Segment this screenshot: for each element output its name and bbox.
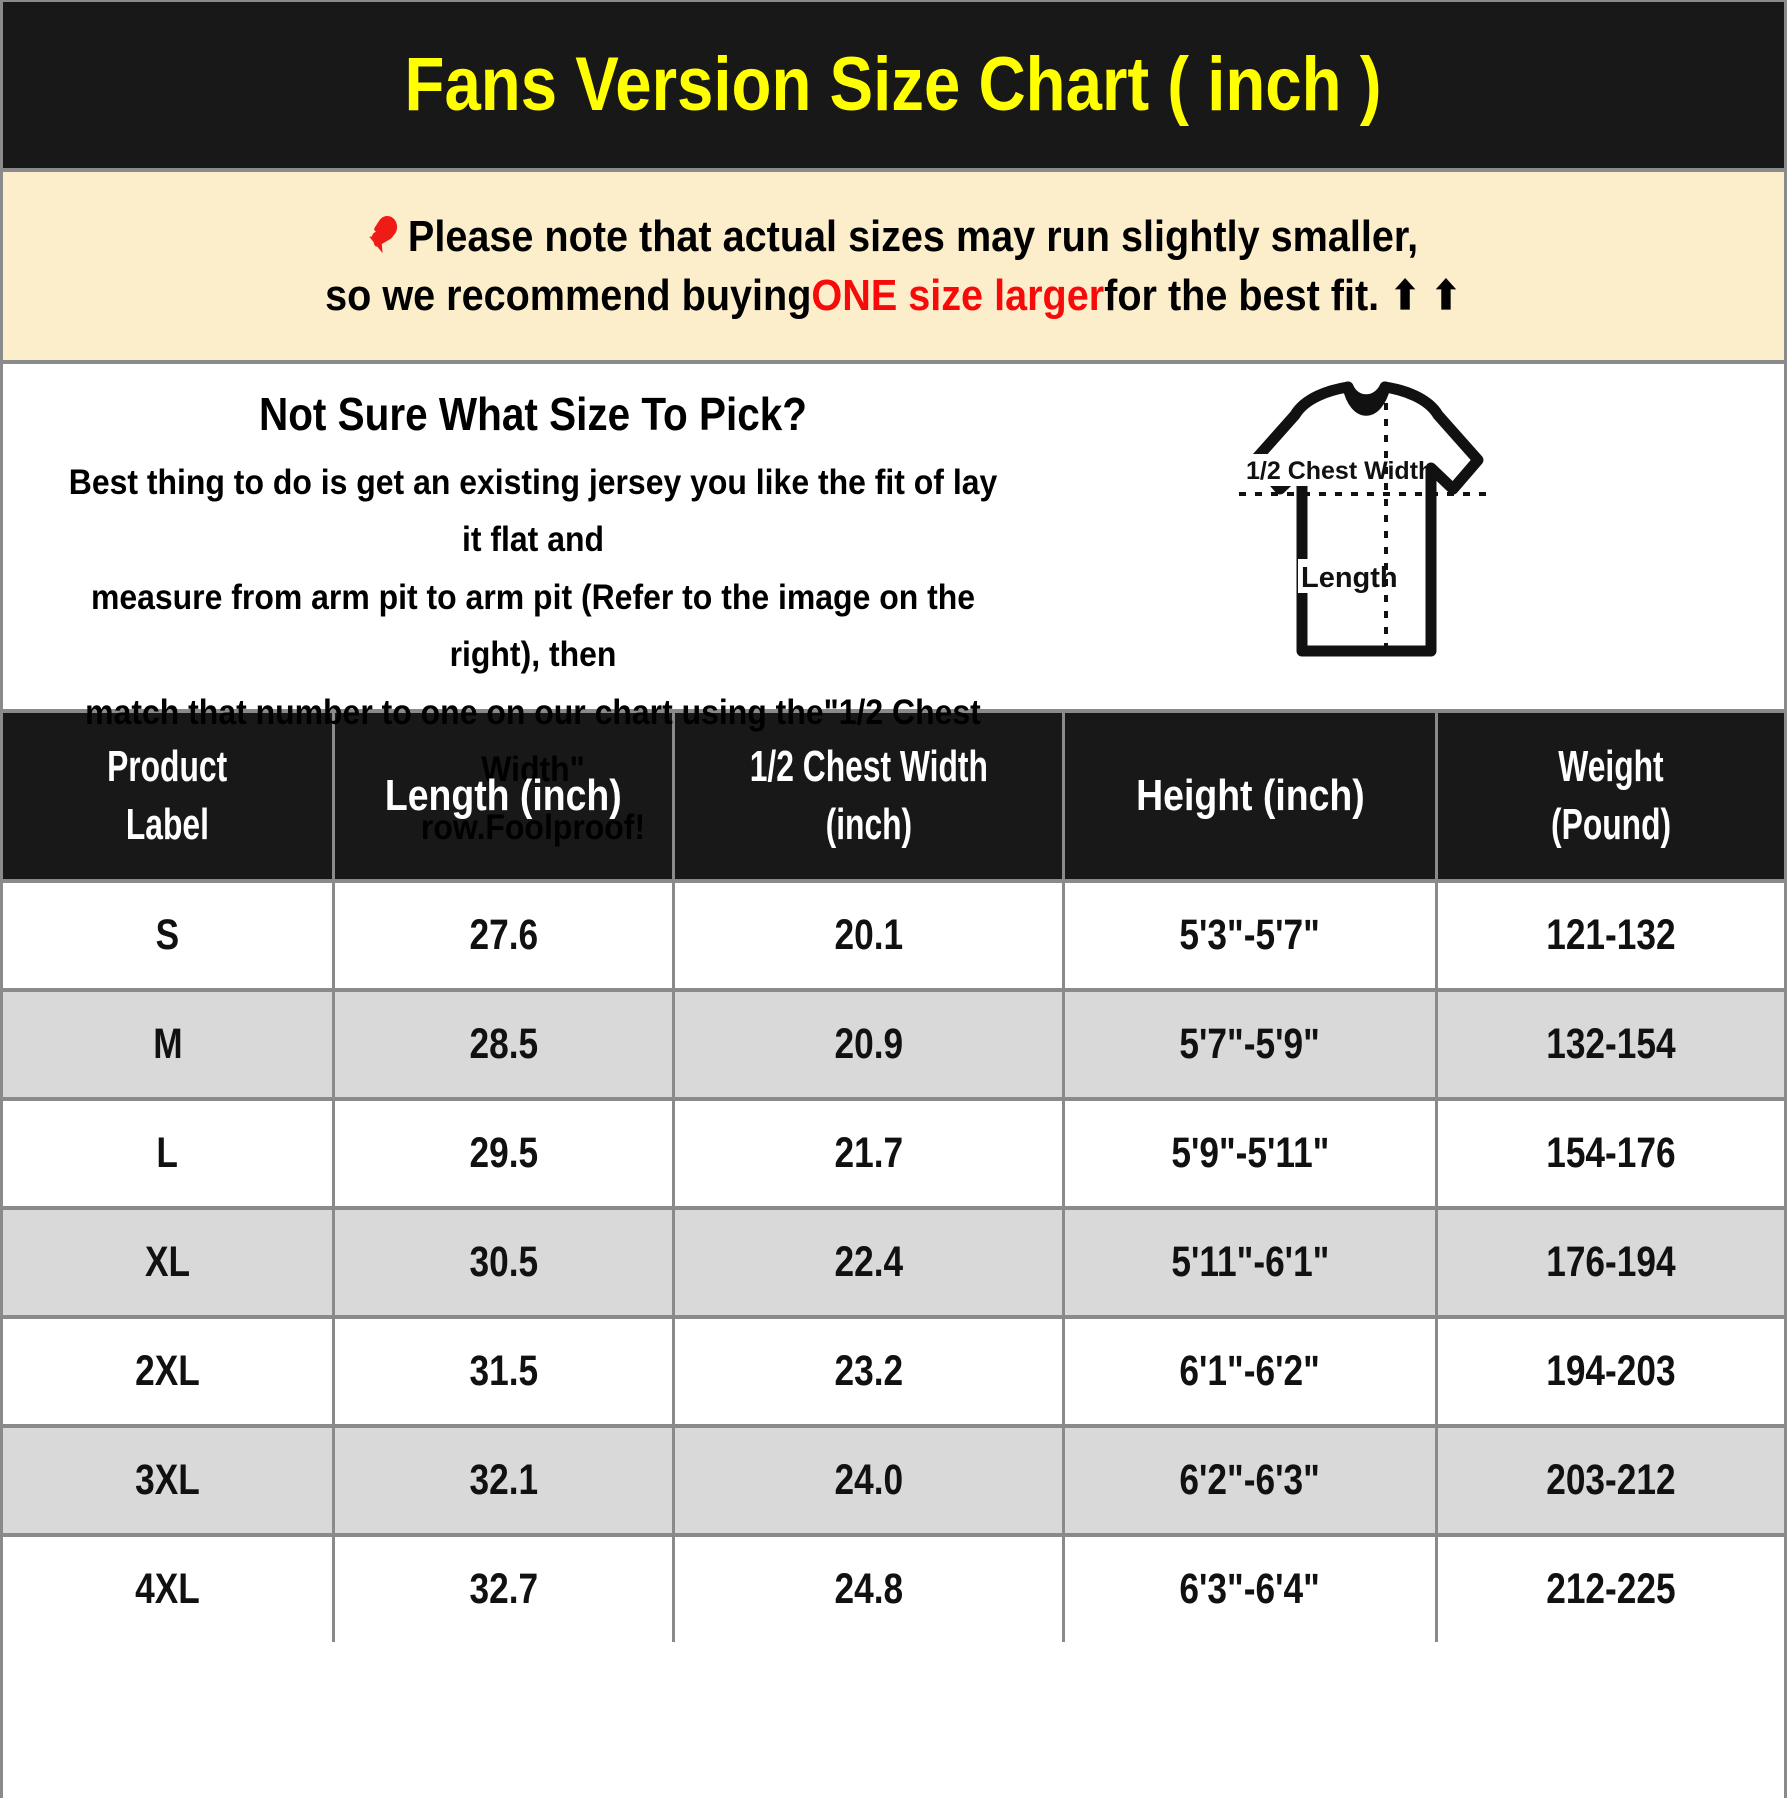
cell-height: 5'9"-5'11" xyxy=(1065,1101,1438,1206)
cell-height: 6'1"-6'2" xyxy=(1065,1319,1438,1424)
cell-weight: 212-225 xyxy=(1546,1565,1676,1613)
cell-product-label: L xyxy=(3,1101,335,1206)
cell-weight: 194-203 xyxy=(1546,1347,1676,1395)
table-row: XL 30.5 22.4 5'11"-6'1" 176-194 xyxy=(3,1210,1784,1319)
sizing-note-banner: Please note that actual sizes may run sl… xyxy=(3,172,1784,364)
chest-width-label: 1/2 Chest Width xyxy=(1246,457,1433,485)
cell-height: 5'11"-6'1" xyxy=(1065,1210,1438,1315)
tshirt-diagram: 1/2 Chest Width Length xyxy=(1143,374,1583,674)
table-row: L 29.5 21.7 5'9"-5'11" 154-176 xyxy=(3,1101,1784,1210)
cell-length: 30.5 xyxy=(335,1210,675,1315)
cell-length: 31.5 xyxy=(335,1319,675,1424)
cell-length: 29.5 xyxy=(335,1101,675,1206)
table-row: S 27.6 20.1 5'3"-5'7" 121-132 xyxy=(3,883,1784,992)
chart-title-bar: Fans Version Size Chart ( inch ) xyxy=(3,2,1784,172)
cell-weight: 176-194 xyxy=(1546,1238,1676,1286)
column-header-length: Length (inch) xyxy=(335,713,675,879)
column-header-weight: Weight (Pound) xyxy=(1550,741,1672,849)
cell-height: 5'3"-5'7" xyxy=(1065,883,1438,988)
table-row: M 28.5 20.9 5'7"-5'9" 132-154 xyxy=(3,992,1784,1101)
cell-height: 6'2"-6'3" xyxy=(1065,1428,1438,1533)
cell-product-label: S xyxy=(3,883,335,988)
cell-height: 5'7"-5'9" xyxy=(1065,992,1438,1097)
column-header-half-chest-width: 1/2 Chest Width (inch) xyxy=(675,713,1065,879)
cell-product-label: XL xyxy=(3,1210,335,1315)
table-row: 2XL 31.5 23.2 6'1"-6'2" 194-203 xyxy=(3,1319,1784,1428)
note-line-2: so we recommend buying ONE size larger f… xyxy=(326,266,1462,325)
table-header-row: Product Label Length (inch) 1/2 Chest Wid… xyxy=(3,713,1784,883)
cell-product-label: 3XL xyxy=(3,1428,335,1533)
note-line-2-suffix: for the best fit. xyxy=(1104,271,1380,320)
cell-length: 32.1 xyxy=(335,1428,675,1533)
cell-length: 32.7 xyxy=(335,1537,675,1642)
cell-product-label: M xyxy=(3,992,335,1097)
cell-length: 27.6 xyxy=(335,883,675,988)
column-header-height: Height (inch) xyxy=(1065,713,1438,879)
help-line-2: measure from arm pit to arm pit (Refer t… xyxy=(90,576,976,675)
note-emphasis: ONE size larger xyxy=(811,271,1105,320)
column-header-product-label: Product Label xyxy=(3,713,335,879)
cell-half-chest: 20.9 xyxy=(675,992,1065,1097)
up-arrow-icon-1: ⬆ xyxy=(1390,273,1421,318)
pushpin-icon xyxy=(369,211,405,258)
length-label: Length xyxy=(1301,562,1398,594)
cell-half-chest: 21.7 xyxy=(675,1101,1065,1206)
note-line-2-prefix: so we recommend buying xyxy=(325,271,812,320)
table-row: 4XL 32.7 24.8 6'3"-6'4" 212-225 xyxy=(3,1537,1784,1642)
cell-half-chest: 22.4 xyxy=(675,1210,1065,1315)
cell-length: 28.5 xyxy=(335,992,675,1097)
note-line-1: Please note that actual sizes may run sl… xyxy=(369,207,1419,266)
help-line-1: Best thing to do is get an existing jers… xyxy=(68,461,998,560)
cell-half-chest: 24.0 xyxy=(675,1428,1065,1533)
sizing-help-section: Not Sure What Size To Pick? Best thing t… xyxy=(3,364,1784,847)
tshirt-icon: 1/2 Chest Width Length xyxy=(1239,381,1495,657)
cell-height: 6'3"-6'4" xyxy=(1065,1537,1438,1642)
cell-weight: 121-132 xyxy=(1546,911,1676,959)
note-line-1-text: Please note that actual sizes may run sl… xyxy=(408,211,1419,261)
size-table: Product Label Length (inch) 1/2 Chest Wid… xyxy=(3,713,1784,1798)
cell-product-label: 4XL xyxy=(3,1537,335,1642)
cell-weight: 132-154 xyxy=(1546,1020,1676,1068)
help-line-4: row.Foolproof! xyxy=(420,806,646,847)
cell-half-chest: 23.2 xyxy=(675,1319,1065,1424)
help-line-3: match that number to one on our chart us… xyxy=(85,691,981,790)
cell-weight: 203-212 xyxy=(1546,1456,1676,1504)
cell-weight: 154-176 xyxy=(1546,1129,1676,1177)
cell-half-chest: 24.8 xyxy=(675,1537,1065,1642)
table-row: 3XL 32.1 24.0 6'2"-6'3" 203-212 xyxy=(3,1428,1784,1537)
page-title: Fans Version Size Chart ( inch ) xyxy=(405,42,1382,127)
cell-half-chest: 20.1 xyxy=(675,883,1065,988)
sizing-help-text: Not Sure What Size To Pick? Best thing t… xyxy=(3,364,1063,856)
help-heading: Not Sure What Size To Pick? xyxy=(258,388,808,440)
cell-product-label: 2XL xyxy=(3,1319,335,1424)
up-arrow-icon-2: ⬆ xyxy=(1431,273,1462,318)
